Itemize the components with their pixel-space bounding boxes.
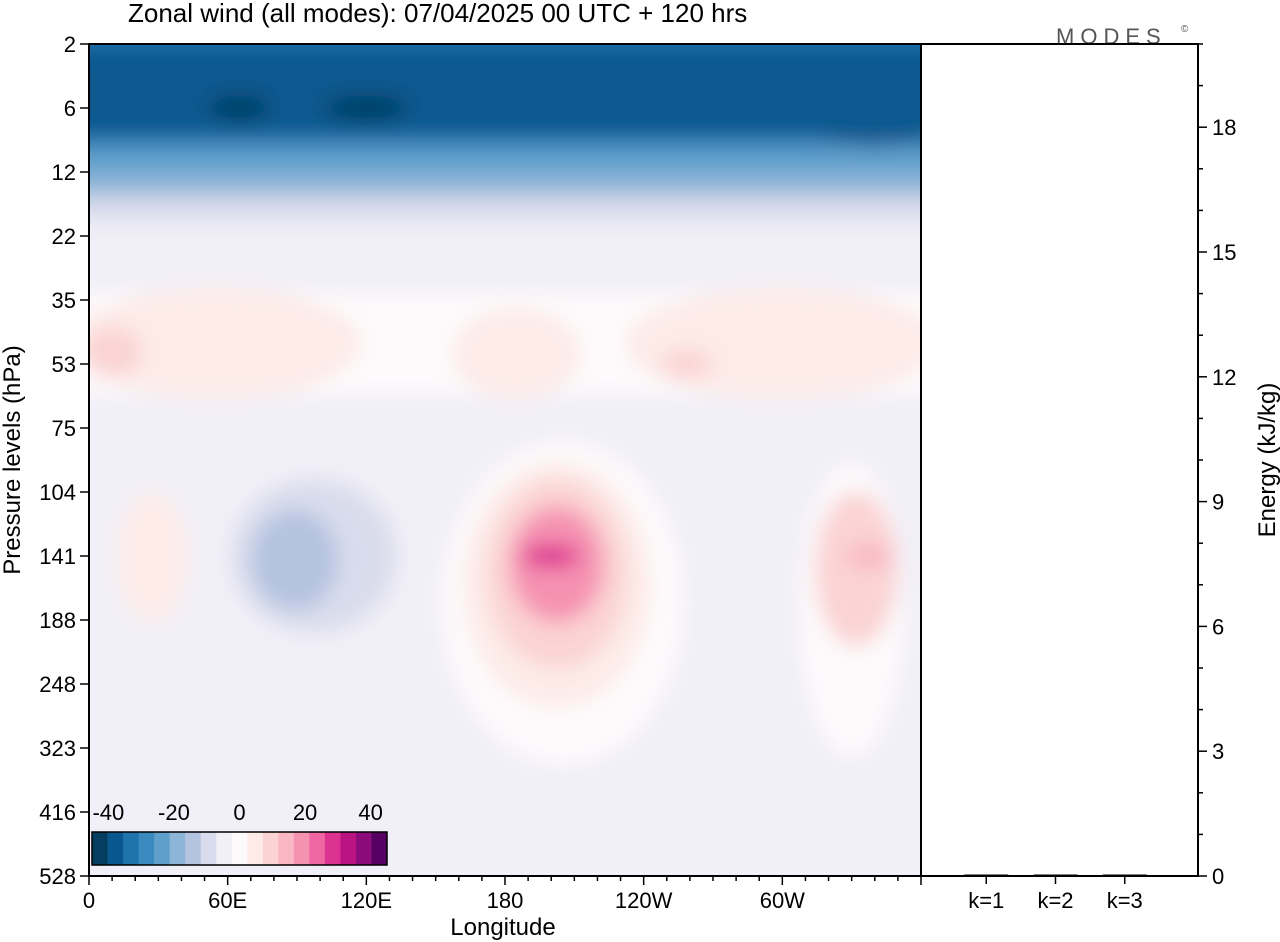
easterly-core — [209, 96, 269, 120]
y-tick-label: 416 — [39, 800, 76, 825]
weak-easterly — [251, 510, 339, 610]
energy-axis: 0 3 6 9 12 15 18 — [1198, 43, 1236, 889]
westerly-patch — [117, 491, 188, 623]
westerly-patch — [625, 288, 921, 399]
westerly-patch — [660, 350, 713, 378]
x-tick-label: 120W — [615, 888, 673, 913]
colorbar-swatch — [231, 832, 248, 865]
y-tick-label: 141 — [39, 544, 76, 569]
energy-tick-label: 15 — [1212, 240, 1236, 265]
colorbar-swatch — [185, 832, 202, 865]
colorbar-tick-label: 40 — [358, 800, 382, 825]
colorbar-tick-label: 20 — [293, 800, 317, 825]
y-tick-label: 2 — [64, 32, 76, 57]
energy-tick-label: 18 — [1212, 115, 1236, 140]
energy-tick-label: 9 — [1212, 490, 1224, 515]
bar-category-label: k=3 — [1107, 888, 1143, 913]
x-tick-label: 0 — [83, 888, 95, 913]
y-tick-label: 188 — [39, 608, 76, 633]
colorbar-swatch — [324, 832, 341, 865]
colorbar-swatch — [278, 832, 295, 865]
colorbar-swatch — [216, 832, 233, 865]
colorbar-tick-label: 0 — [233, 800, 245, 825]
colorbar-swatch — [138, 832, 155, 865]
colorbar-tick-label: -40 — [92, 800, 124, 825]
energy-tick-label: 6 — [1212, 614, 1224, 639]
logo-mark: © — [1181, 24, 1189, 35]
colorbar-swatch — [247, 832, 264, 865]
colorbar-swatch — [340, 832, 357, 865]
y-tick-label: 528 — [39, 864, 76, 889]
easterly-core — [325, 96, 408, 120]
easterly-band-layer — [89, 47, 921, 135]
x-axis-label: Longitude — [450, 914, 555, 941]
colorbar-swatch — [92, 832, 109, 865]
y-tick-label: 248 — [39, 672, 76, 697]
westerly-patch — [89, 288, 362, 399]
heatmap-field — [89, 44, 921, 766]
y-tick-label: 6 — [64, 96, 76, 121]
energy-panel-frame — [920, 43, 1199, 877]
colorbar-swatch — [154, 832, 171, 865]
westerly-patch — [452, 308, 581, 399]
y-tick-label: 104 — [39, 480, 76, 505]
y-tick-label: 75 — [52, 416, 76, 441]
colorbar-tick-label: -20 — [158, 800, 190, 825]
y-axis: 2 6 12 22 35 53 75 104 141 188 248 323 416 528 — [39, 32, 89, 889]
x-tick-label: 60E — [208, 888, 247, 913]
bar-category-label: k=2 — [1037, 888, 1073, 913]
energy-bars: k=1 k=2 k=3 — [964, 874, 1147, 913]
chart-title: Zonal wind (all modes): 07/04/2025 00 UT… — [128, 0, 747, 28]
easterly-core — [810, 96, 921, 147]
x-tick-label: 60W — [760, 888, 805, 913]
easterly-core — [671, 96, 778, 120]
y-tick-label: 22 — [52, 224, 76, 249]
colorbar: -40 -20 0 20 40 — [91, 800, 388, 866]
heatmap-panel — [89, 44, 921, 876]
colorbar-swatch — [123, 832, 140, 865]
energy-tick-label: 12 — [1212, 365, 1236, 390]
x-tick-label: 120E — [341, 888, 392, 913]
colorbar-swatch — [309, 832, 326, 865]
bar-category-label: k=1 — [968, 888, 1004, 913]
energy-tick-label: 0 — [1212, 864, 1224, 889]
colorbar-swatch — [262, 832, 279, 865]
x-tick-label: 180 — [487, 888, 524, 913]
energy-axis-label: Energy (kJ/kg) — [1254, 383, 1280, 538]
colorbar-swatch — [293, 832, 310, 865]
y-tick-label: 35 — [52, 288, 76, 313]
y-tick-label: 12 — [52, 160, 76, 185]
colorbar-swatch — [200, 832, 217, 865]
energy-tick-label: 3 — [1212, 739, 1224, 764]
y-axis-label: Pressure levels (hPa) — [0, 345, 26, 574]
colorbar-swatch — [371, 832, 388, 865]
westerly-jet-core — [521, 544, 581, 568]
westerly-patch — [89, 326, 142, 376]
colorbar-swatch — [169, 832, 186, 865]
westerly-jet — [815, 491, 898, 647]
y-tick-label: 323 — [39, 736, 76, 761]
westerly-jet-core — [845, 544, 893, 568]
colorbar-swatch — [355, 832, 372, 865]
colorbar-swatch — [107, 832, 124, 865]
x-axis: 0 60E 120E 180 120W 60W — [83, 875, 1198, 913]
y-tick-label: 53 — [52, 352, 76, 377]
colorbar-frame — [91, 831, 388, 866]
